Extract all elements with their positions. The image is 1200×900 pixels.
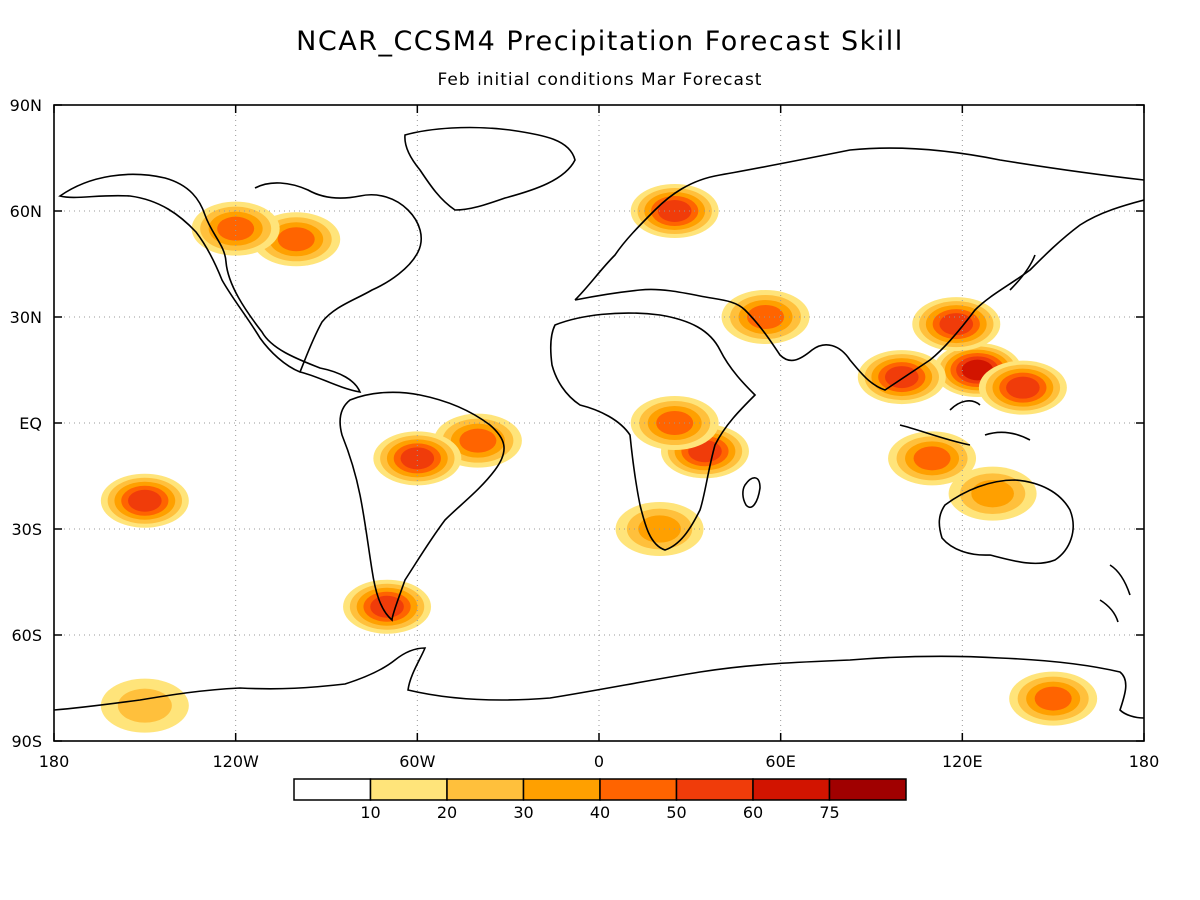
lon-tick-label: 120W — [212, 752, 259, 771]
coast-japan — [1009, 254, 1036, 291]
coast-australia — [938, 479, 1074, 565]
colorbar-label: 10 — [360, 803, 380, 822]
colorbar-swatch — [752, 778, 831, 801]
coast-antarctica — [54, 647, 1144, 719]
lon-tick-label: 60W — [399, 752, 435, 771]
lon-tick-label: 180 — [1129, 752, 1160, 771]
colorbar-label: 30 — [513, 803, 533, 822]
colorbar-swatch — [446, 778, 525, 801]
colorbar-swatch — [522, 778, 601, 801]
skill-contour — [370, 595, 404, 618]
coast-africa — [549, 312, 757, 551]
colorbar-swatch — [293, 778, 372, 801]
colorbar-swatch — [675, 778, 754, 801]
colorbar-label: 50 — [666, 803, 686, 822]
lat-tick-label: 30N — [10, 308, 42, 327]
colorbar-label: 20 — [437, 803, 457, 822]
lon-tick-label: 0 — [594, 752, 604, 771]
coast-north-america — [58, 173, 422, 394]
skill-field — [100, 184, 1098, 733]
skill-contour — [1006, 376, 1040, 399]
colorbar-swatch — [369, 778, 448, 801]
chart-title: NCAR_CCSM4 Precipitation Forecast Skill — [296, 26, 904, 57]
coast-newzealand — [1099, 564, 1131, 623]
grid-lines — [54, 105, 1144, 741]
skill-contour — [939, 313, 974, 336]
coast-south-america — [339, 391, 505, 622]
skill-contour — [217, 216, 255, 241]
coast-greenland — [404, 126, 576, 211]
lat-tick-label: 90S — [11, 732, 42, 751]
skill-contour — [913, 446, 951, 471]
lon-tick-label: 180 — [39, 752, 70, 771]
colorbar-label: 75 — [819, 803, 839, 822]
lat-tick-label: 30S — [11, 520, 42, 539]
coast-eurasia — [574, 147, 1144, 391]
lat-tick-label: EQ — [19, 414, 42, 433]
colorbar-label: 40 — [590, 803, 610, 822]
lat-tick-label: 90N — [10, 96, 42, 115]
colorbar-label: 60 — [743, 803, 763, 822]
skill-contour — [884, 366, 919, 389]
chart-subtitle: Feb initial conditions Mar Forecast — [437, 70, 763, 90]
coast-indonesia — [899, 400, 1031, 446]
skill-contour — [1034, 686, 1072, 711]
lat-tick-label: 60N — [10, 202, 42, 221]
lon-tick-label: 60E — [765, 752, 795, 771]
skill-contour — [459, 428, 497, 453]
coast-madagascar — [742, 477, 761, 509]
colorbar-swatch — [828, 778, 907, 801]
skill-contour — [117, 688, 172, 723]
lat-tick-label: 60S — [11, 626, 42, 645]
skill-contour — [128, 489, 162, 512]
coastlines — [54, 126, 1144, 719]
skill-contour — [400, 447, 435, 470]
skill-contour — [277, 227, 315, 252]
colorbar: 10 20 30 40 50 60 75 — [293, 778, 907, 822]
lon-tick-label: 120E — [942, 752, 983, 771]
colorbar-swatch — [599, 778, 678, 801]
skill-contour — [971, 480, 1014, 508]
